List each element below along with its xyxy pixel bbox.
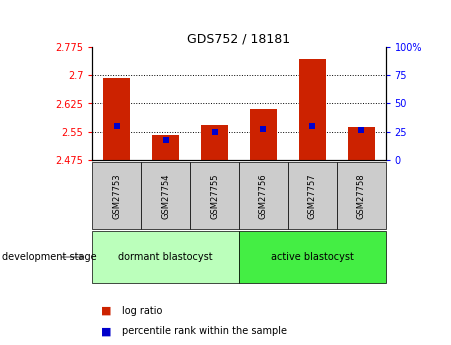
Title: GDS752 / 18181: GDS752 / 18181 [188,32,290,46]
Text: active blastocyst: active blastocyst [271,252,354,262]
Text: percentile rank within the sample: percentile rank within the sample [122,326,287,336]
Text: GSM27754: GSM27754 [161,173,170,218]
Text: ■: ■ [101,306,112,315]
Text: GSM27753: GSM27753 [112,173,121,219]
Bar [201,125,228,160]
Bar [348,127,375,160]
Text: GSM27756: GSM27756 [259,173,268,219]
Text: log ratio: log ratio [122,306,162,315]
Bar [103,78,130,160]
Bar [250,109,277,160]
Text: GSM27755: GSM27755 [210,173,219,218]
Text: GSM27757: GSM27757 [308,173,317,219]
Text: GSM27758: GSM27758 [357,173,366,219]
Bar [299,59,326,160]
Text: ■: ■ [101,326,112,336]
Text: development stage: development stage [2,252,97,262]
Bar [152,135,179,160]
Text: dormant blastocyst: dormant blastocyst [119,252,213,262]
